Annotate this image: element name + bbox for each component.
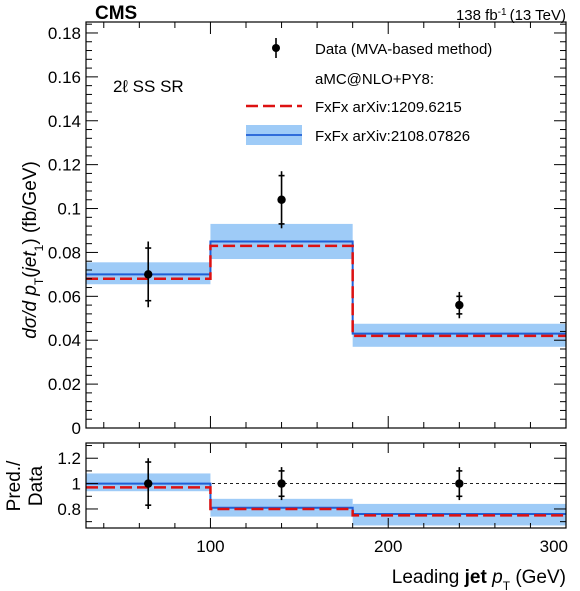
main-y-tick-label-6: 0.12	[48, 156, 81, 175]
legend-data-label: Data (MVA-based method)	[315, 41, 492, 58]
ratio-plot-frame	[85, 442, 567, 529]
ratio-y-axis-title-line2: Data	[26, 466, 47, 507]
x-axis-title: Leading jet pT (GeV)	[392, 567, 566, 591]
ratio-data-point-1	[277, 479, 286, 488]
ratio-data-point-2	[455, 479, 464, 488]
region-label: 2ℓ SS SR	[113, 77, 184, 96]
main-y-tick-label-9: 0.18	[48, 24, 81, 43]
lumi-label: 138 fb-1 (13 TeV)	[456, 7, 566, 25]
x-tick-label-2: 300	[540, 537, 568, 556]
main-prediction-lines	[86, 240, 566, 338]
main-y-tick-label-2: 0.04	[48, 331, 81, 350]
ratio-prediction-bands	[86, 473, 566, 526]
main-axis-ticks: 0 0.02 0.04 0.06 0.08 0.1 0.12 0.14 0.16 0.18	[48, 22, 566, 438]
main-y-tick-label-4: 0.08	[48, 243, 81, 262]
lumi-unit-sup: -1	[498, 7, 507, 18]
main-data-points	[144, 171, 464, 319]
ratio-prediction-lines	[86, 482, 566, 517]
lumi-value: 138 fb	[456, 7, 498, 24]
ratio-y-tick-label-0: 0.8	[57, 500, 81, 519]
ratio-y-tick-label-1: 1	[72, 475, 81, 494]
ratio-fxfx-new-line	[86, 482, 566, 516]
ratio-axis-ticks: 0.8 1 1.2 100 200 300	[57, 443, 568, 556]
main-y-tick-label-3: 0.06	[48, 287, 81, 306]
main-plot-frame	[85, 21, 567, 429]
main-y-tick-label-8: 0.16	[48, 68, 81, 87]
legend-data-marker	[272, 44, 280, 52]
ratio-y-tick-label-2: 1.2	[57, 449, 81, 468]
main-fxfx-new-line	[86, 240, 566, 335]
main-y-tick-label-5: 0.1	[57, 200, 81, 219]
main-y-axis-title: dσ/d pT(jet1) (fb/GeV)	[20, 161, 46, 339]
legend: Data (MVA-based method) aMC@NLO+PY8: FxF…	[246, 38, 492, 145]
ratio-y-axis-title-line1: Pred./	[4, 460, 25, 511]
ratio-fxfx-old-line	[86, 486, 566, 517]
x-tick-label-1: 200	[374, 537, 402, 556]
ratio-data-points	[144, 458, 464, 509]
x-tick-label-0: 100	[196, 537, 224, 556]
legend-header: aMC@NLO+PY8:	[315, 71, 434, 88]
legend-fxfx-old-label: FxFx arXiv:1209.6215	[315, 99, 462, 116]
ratio-panel: 0.8 1 1.2 100 200 300 Pred./ Data Leading jet…	[4, 442, 568, 591]
main-data-point-1	[277, 195, 286, 204]
main-panel: 0 0.02 0.04 0.06 0.08 0.1 0.12 0.14 0.16 0.18 2ℓ …	[20, 21, 567, 438]
cms-label: CMS	[95, 3, 137, 24]
main-fxfx-old-line	[86, 244, 566, 338]
main-y-tick-label-7: 0.14	[48, 112, 81, 131]
main-y-tick-label-0: 0	[72, 419, 81, 438]
legend-fxfx-new-label: FxFx arXiv:2108.07826	[315, 128, 470, 145]
main-data-point-0	[144, 270, 153, 279]
ratio-data-point-0	[144, 479, 153, 488]
main-data-point-2	[455, 300, 464, 310]
energy-value: (13 TeV)	[510, 7, 566, 24]
ratio-y-axis-title: Pred./ Data	[4, 460, 47, 511]
main-y-tick-label-1: 0.02	[48, 375, 81, 394]
